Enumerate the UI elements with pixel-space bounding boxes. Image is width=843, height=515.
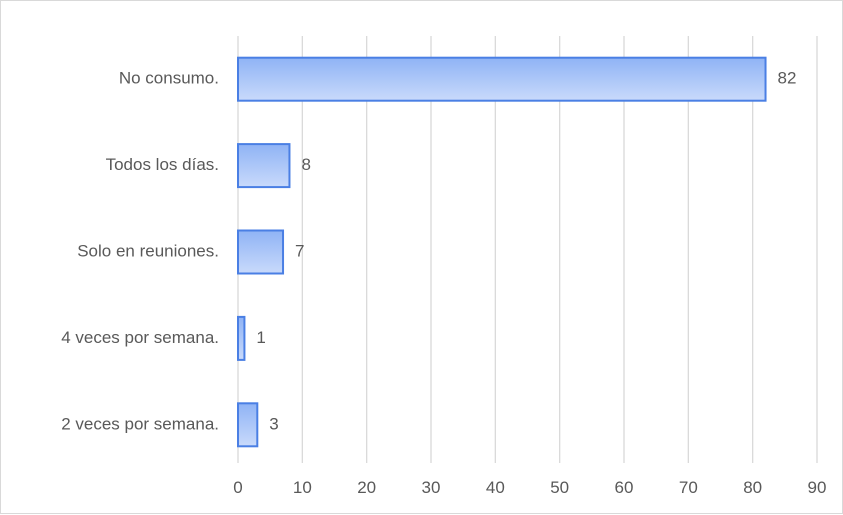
data-label: 82 xyxy=(778,69,797,88)
x-tick-label: 40 xyxy=(486,478,505,497)
category-label: 4 veces por semana. xyxy=(61,328,219,347)
data-label: 1 xyxy=(256,328,265,347)
bar xyxy=(237,402,259,448)
bar xyxy=(237,315,246,361)
data-label: 7 xyxy=(295,241,304,260)
category-label: Solo en reuniones. xyxy=(77,241,219,260)
bar xyxy=(237,56,767,102)
x-tick-label: 80 xyxy=(743,478,762,497)
x-tick-label: 20 xyxy=(357,478,376,497)
category-label: Todos los días. xyxy=(106,155,219,174)
x-tick-label: 90 xyxy=(808,478,827,497)
x-tick-label: 70 xyxy=(679,478,698,497)
x-axis-tick-labels: 0 10 20 30 40 50 60 70 80 90 xyxy=(233,478,826,497)
bar xyxy=(237,143,291,189)
x-tick-label: 0 xyxy=(233,478,242,497)
bars xyxy=(237,56,767,448)
gridlines xyxy=(237,36,818,463)
data-label: 3 xyxy=(269,414,278,433)
category-labels: No consumo. Todos los días. Solo en reunio… xyxy=(61,69,219,434)
data-labels: 82 8 7 1 3 xyxy=(256,69,796,434)
x-tick-label: 10 xyxy=(293,478,312,497)
category-label: No consumo. xyxy=(119,69,219,88)
x-tick-label: 60 xyxy=(615,478,634,497)
data-label: 8 xyxy=(301,155,310,174)
x-tick-label: 30 xyxy=(422,478,441,497)
x-tick-label: 50 xyxy=(550,478,569,497)
bar xyxy=(237,229,285,275)
category-label: 2 veces por semana. xyxy=(61,414,219,433)
